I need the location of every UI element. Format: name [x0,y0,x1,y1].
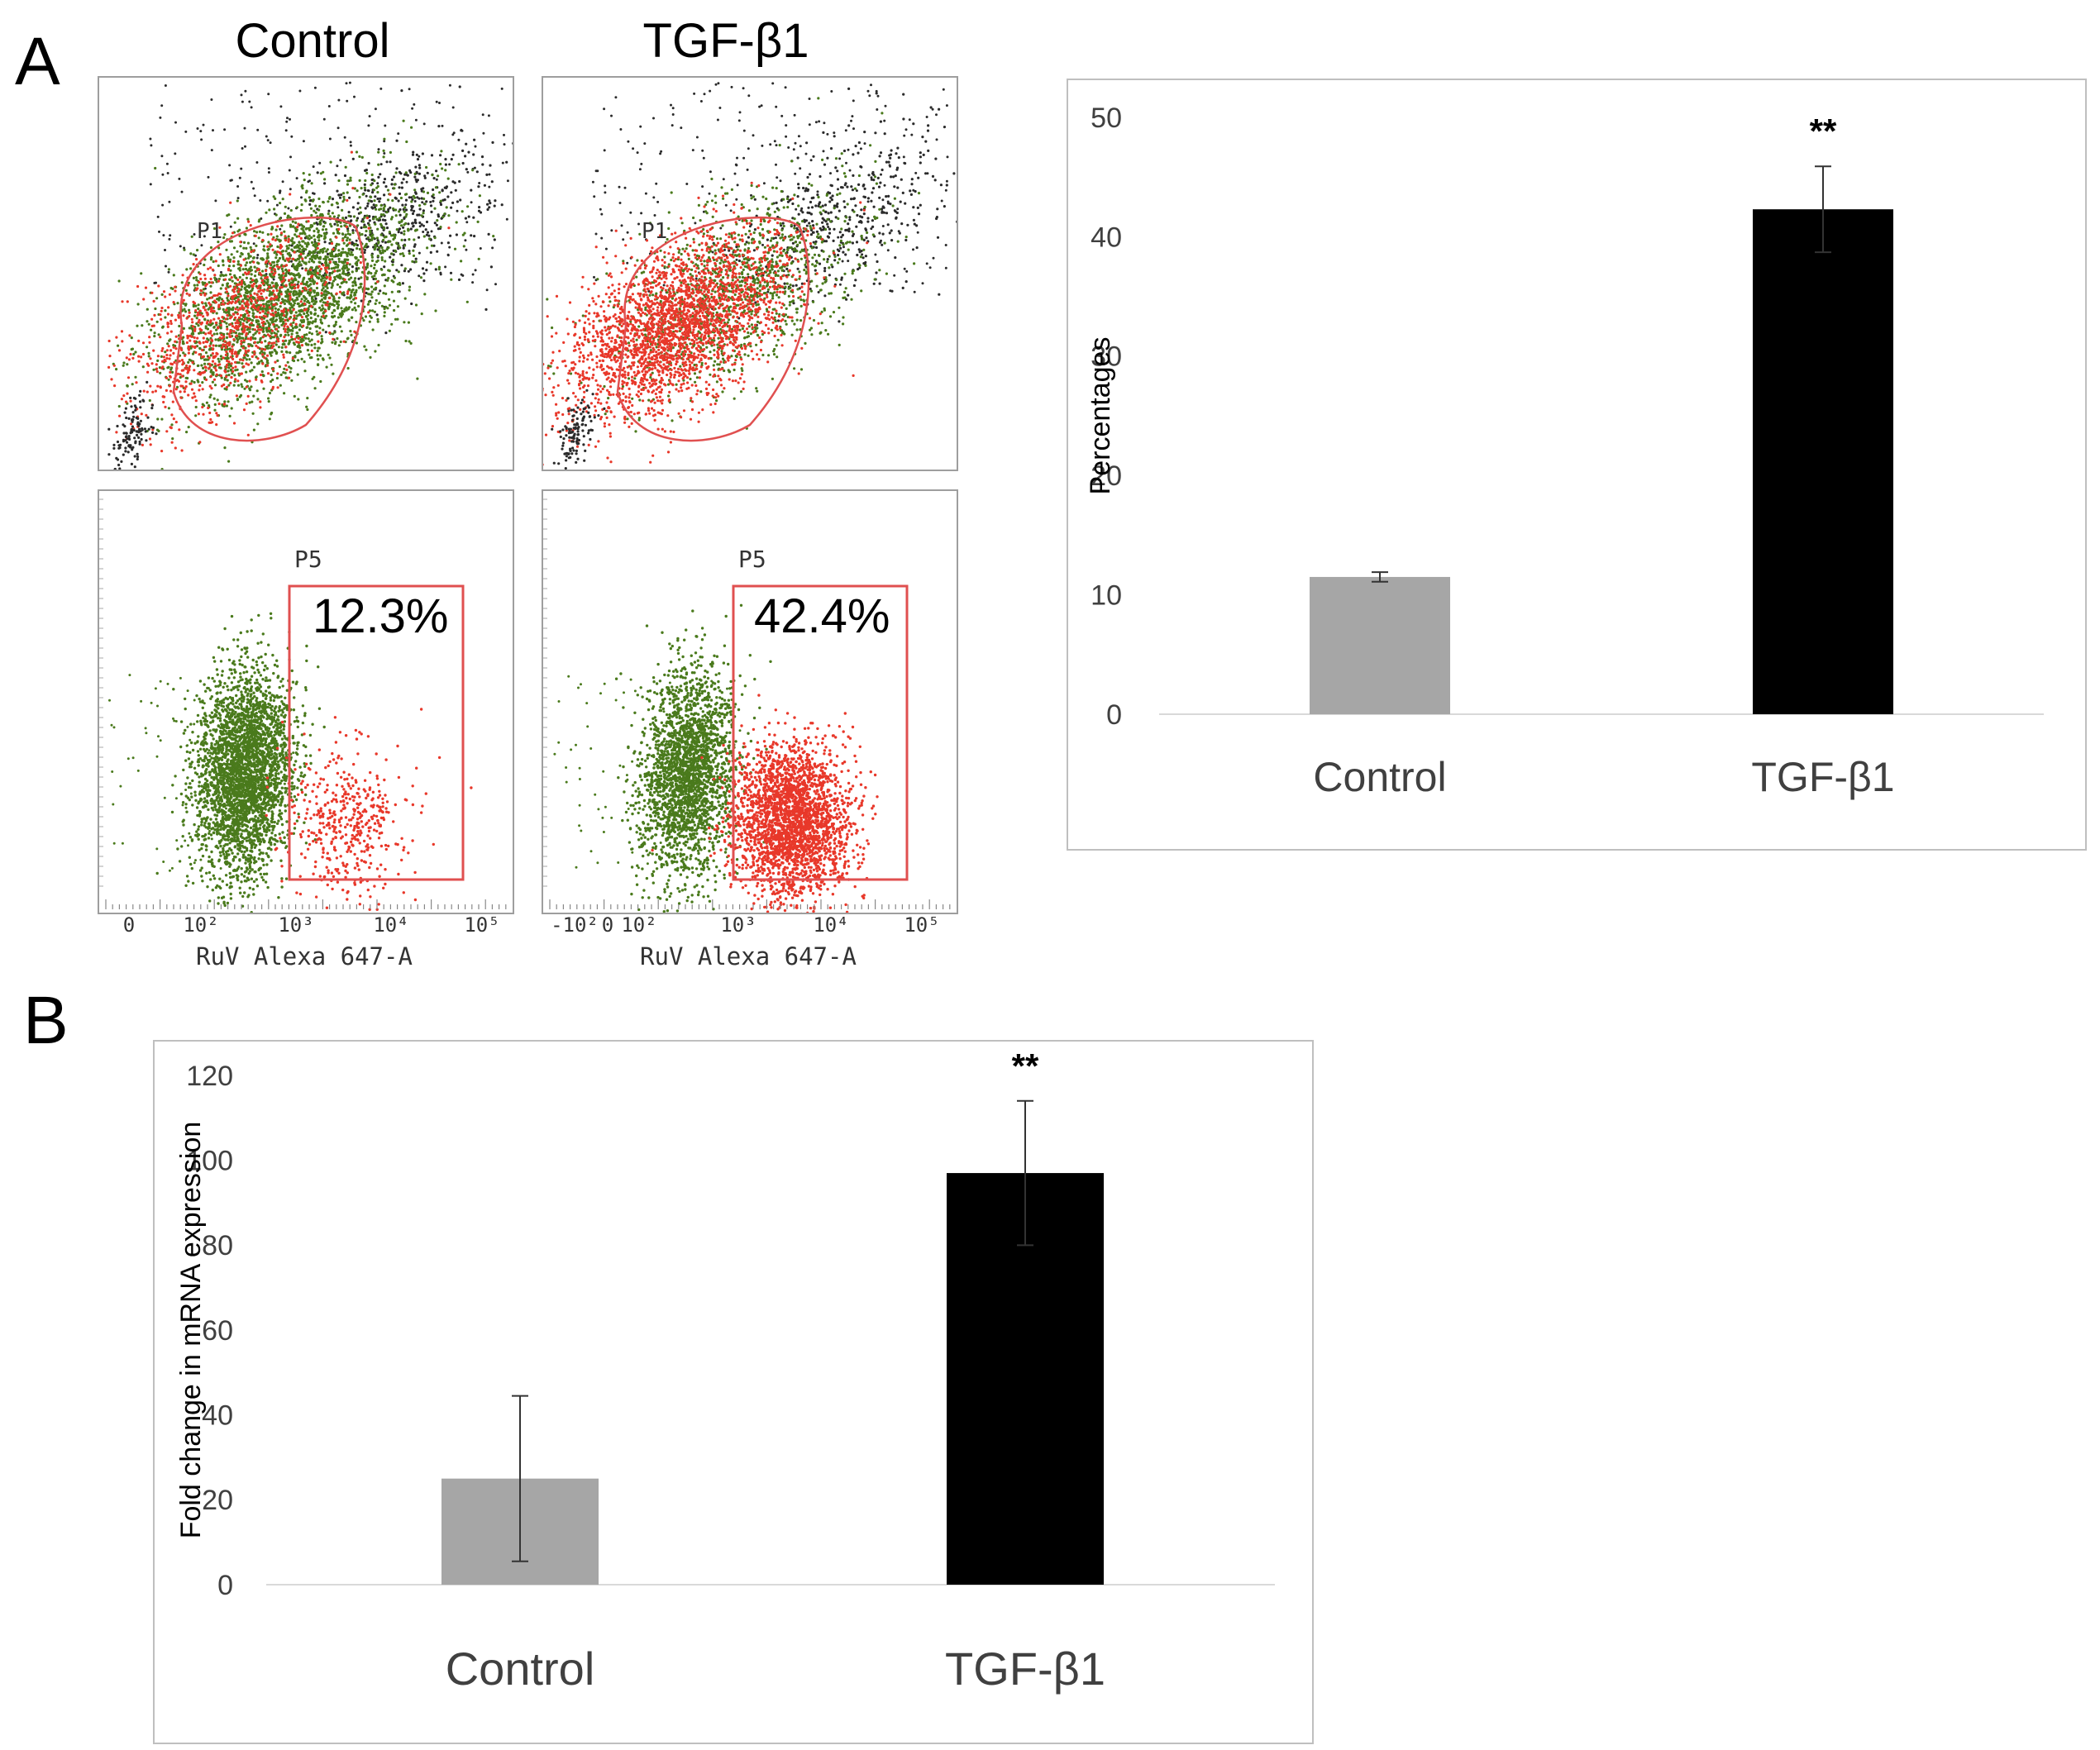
bar-0 [1310,576,1450,714]
gate-label-p5-control: P5 [294,546,322,573]
flow-x-ticks-control: 0 10² 10³ 10⁴ 10⁵ [98,913,511,947]
scatter-debris-events [551,389,606,470]
scatter-control-lower [99,498,507,913]
flow-x-tick-label: -10² [551,913,599,937]
flow-plot-tgf-upper [542,76,958,471]
flow-plot-control-lower [98,489,514,914]
flow-x-tick-label: 10⁵ [904,913,940,937]
flow-x-tick-label: 10² [621,913,657,937]
scatter-debris-events [107,380,158,470]
flow-x-tick-label: 10⁴ [373,913,409,937]
flow-x-tick-label: 0 [601,913,614,937]
y-tick-label: 30 [1091,341,1122,373]
chart-b: 0 20 40 60 80 100 120 Fold change in mRNA expre… [175,1047,1275,1695]
flow-title-tgf: TGF-β1 [642,14,809,68]
panel-label-b: B [23,983,69,1058]
y-tick-label: 60 [202,1315,233,1347]
flow-x-tick-label: 10⁵ [464,913,500,937]
scatter-control-upper [107,81,513,470]
gate-label-p1-control: P1 [197,219,223,244]
category-label: TGF-β1 [945,1643,1105,1695]
category-label: TGF-β1 [1751,754,1894,800]
significance-marker: ** [1810,112,1837,150]
chart-a: 0 10 20 30 40 50 Percentages Control TGF-β1 ** [1085,103,2044,800]
scatter-tgf-lower [543,498,951,913]
gate-label-p1-tgf: P1 [642,219,668,244]
significance-marker: ** [1012,1047,1039,1085]
y-tick-label: 20 [202,1485,233,1516]
y-tick-label: 10 [1091,580,1122,612]
y-tick-label: 0 [1106,699,1122,731]
y-axis-label: Fold change in mRNA expression [175,1122,207,1539]
y-tick-label: 120 [186,1061,233,1092]
flow-x-label-tgf: RuV Alexa 647-A [640,942,857,970]
y-tick-label: 20 [1091,460,1122,492]
y-tick-label: 40 [1091,222,1122,253]
gate-label-p5-tgf: P5 [738,546,766,573]
gate-p5 [288,584,465,881]
gate-p5 [732,584,909,881]
y-tick-label: 80 [202,1230,233,1261]
scatter-red-events [107,150,451,453]
y-tick-label: 100 [186,1146,233,1177]
y-tick-label: 40 [202,1400,233,1432]
panel-label-a: A [15,24,60,99]
gate-p1 [172,216,366,442]
bar-1 [1753,209,1893,715]
flow-x-ticks-tgf: -10² 0 10² 10³ 10⁴ 10⁵ [542,913,955,947]
scatter-tgf-upper [543,82,957,470]
gate-p1 [616,216,810,442]
y-tick-label: 50 [1091,103,1122,134]
category-label: Control [1313,754,1446,800]
scatter-green-events [155,612,326,913]
flow-plot-tgf-lower [542,489,958,914]
flow-title-control: Control [235,14,390,68]
scatter-red-events [651,694,879,913]
chart-a-frame: 0 10 20 30 40 50 Percentages Control TGF-β1 ** [1067,79,2087,851]
flow-x-tick-label: 10² [183,913,219,937]
flow-x-tick-label: 10⁴ [813,913,849,937]
flow-x-tick-label: 10³ [720,913,756,937]
y-tick-label: 0 [217,1570,233,1601]
flow-x-tick-label: 0 [122,913,136,937]
flow-x-tick-label: 10³ [278,913,314,937]
percent-tgf: 42.4% [754,589,890,643]
scatter-green-events [112,119,495,470]
y-axis-label: Percentages [1085,337,1116,495]
flow-plot-control-upper [98,76,514,471]
scatter-red-events [265,708,473,911]
flow-x-label-control: RuV Alexa 647-A [196,942,413,970]
percent-control: 12.3% [313,589,449,643]
category-label: Control [446,1643,595,1695]
chart-b-frame: 0 20 40 60 80 100 120 Fold change in mRNA expre… [153,1040,1314,1744]
